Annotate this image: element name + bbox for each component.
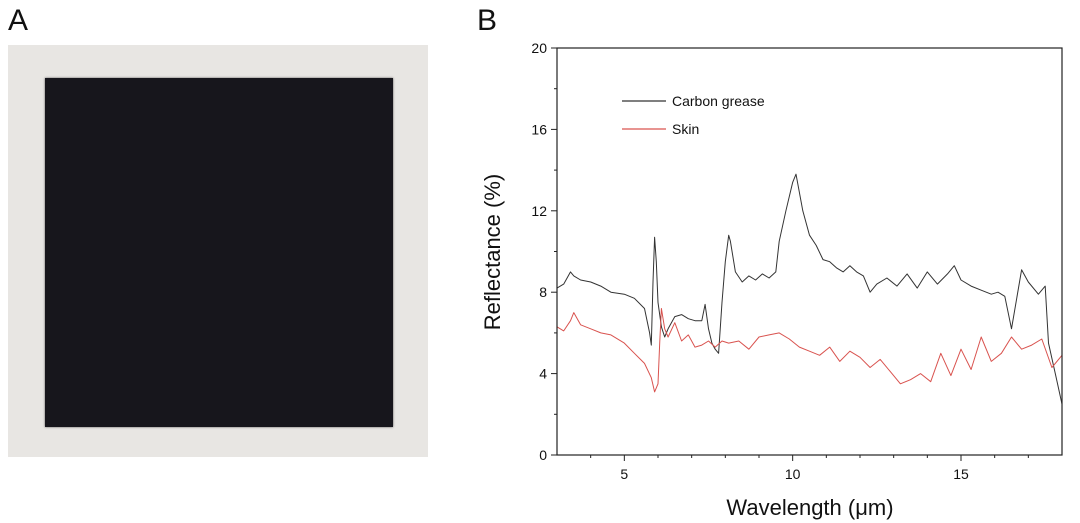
legend: Carbon grease Skin [622, 93, 765, 137]
panel-label-b: B [477, 4, 498, 37]
y-tick-label: 8 [539, 284, 547, 300]
y-tick-label: 0 [539, 447, 547, 463]
y-tick-label: 20 [531, 40, 547, 56]
x-tick-label: 15 [953, 466, 969, 482]
y-axis-title: Reflectance (%) [480, 174, 505, 331]
x-tick-label: 5 [620, 466, 628, 482]
plot-frame [556, 47, 1063, 456]
y-tick-label: 16 [531, 121, 547, 137]
sample-photo [8, 45, 428, 457]
carbon-grease-sample [45, 78, 393, 427]
axis-layer: 0 4 8 12 16 20 5 10 15 [531, 40, 1029, 482]
series-line-skin [556, 308, 1063, 393]
y-tick-label: 12 [531, 203, 547, 219]
series-line-carbon-grease [556, 173, 1063, 405]
legend-label: Carbon grease [672, 93, 765, 109]
legend-label: Skin [672, 121, 699, 137]
panel-label-a: A [8, 4, 29, 37]
x-axis-title: Wavelength (μm) [726, 495, 893, 520]
series-layer [556, 173, 1063, 405]
y-tick-label: 4 [539, 366, 547, 382]
x-tick-label: 10 [785, 466, 801, 482]
